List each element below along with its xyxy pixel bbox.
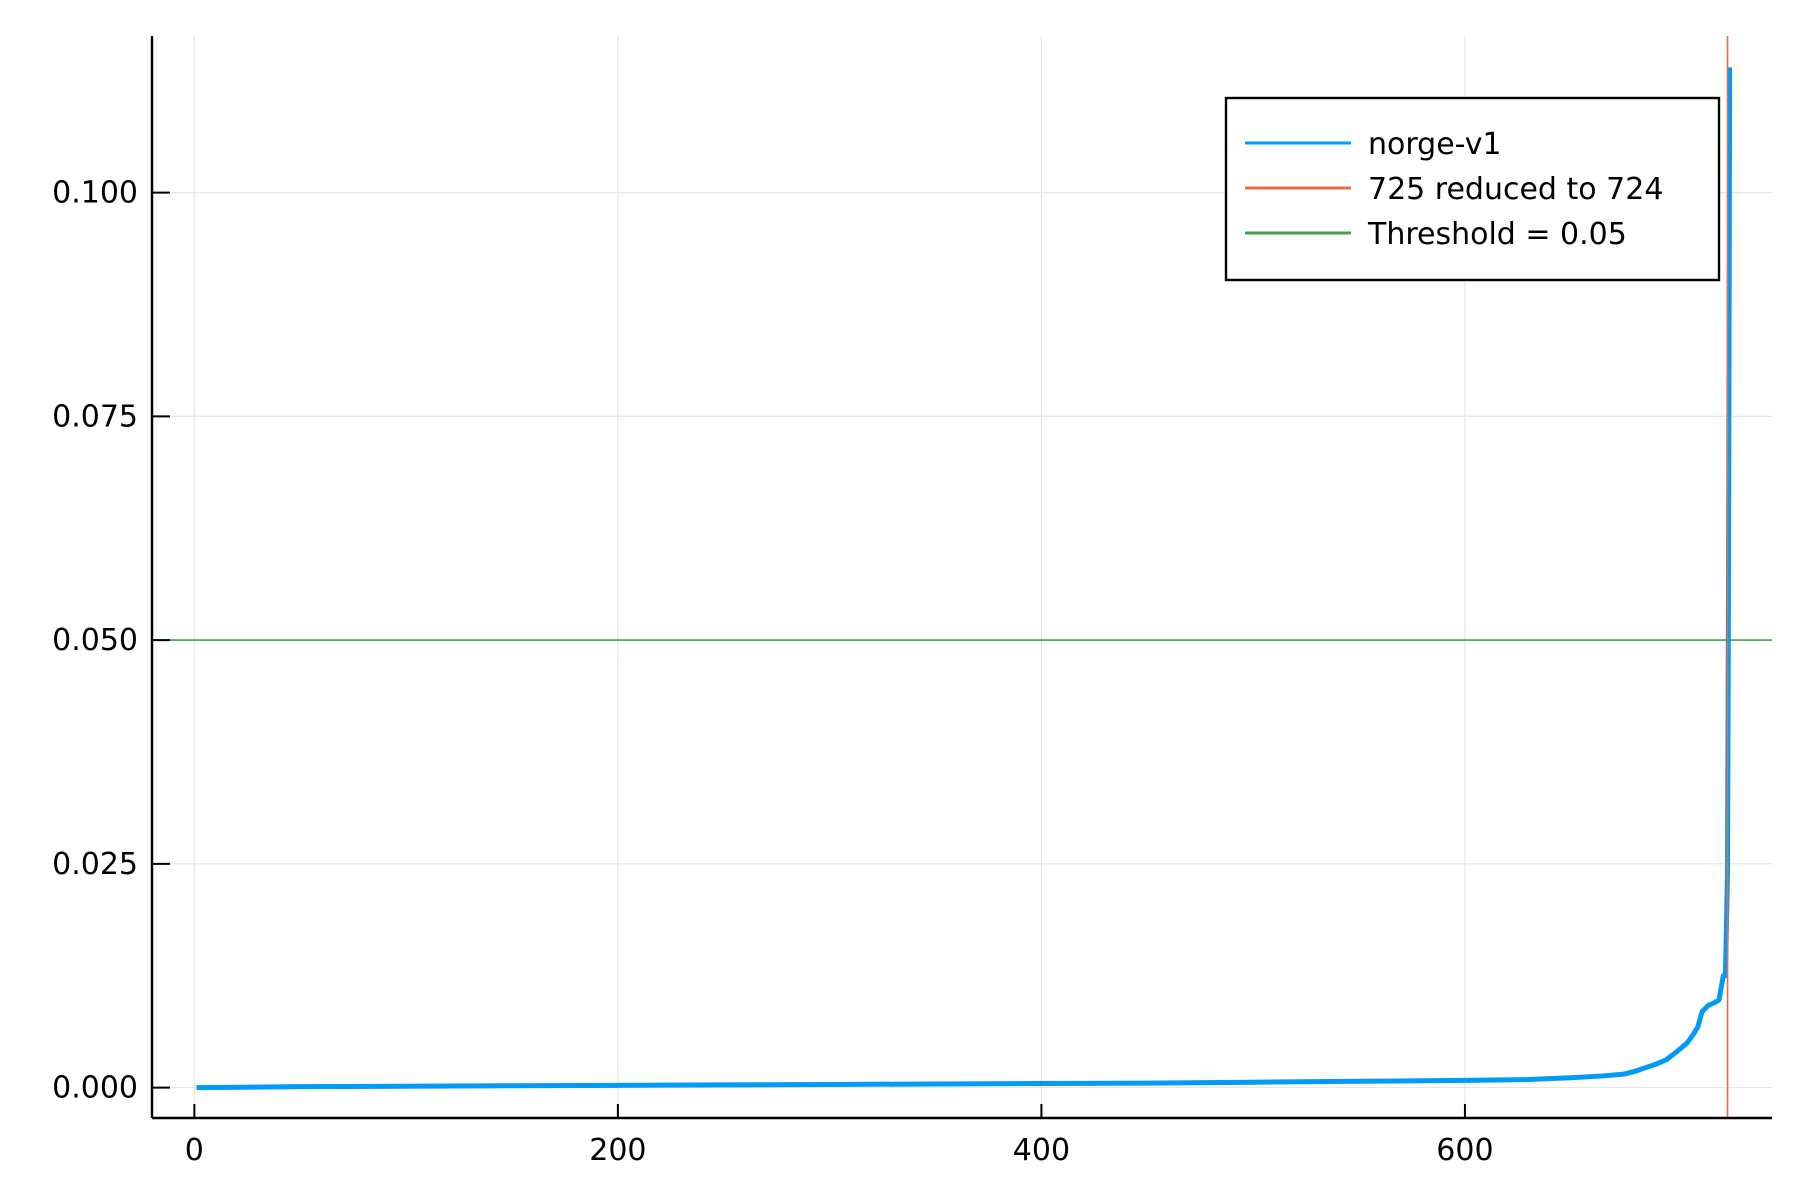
x-tick-label-600: 600 [1436,1133,1493,1168]
plot-area [152,36,1772,1118]
legend: norge-v1 725 reduced to 724 Threshold = 0.… [1224,96,1721,282]
y-tick-label-0.100: 0.100 [52,176,138,211]
series-line-norge-v1 [196,67,1733,1091]
x-tick-label-200: 200 [589,1133,646,1168]
legend-label-1: norge-v1 [1368,127,1502,162]
axes: 0 200 400 600 0.000 0.025 0.050 0.075 0.100 [52,36,1772,1168]
y-tick-label-0.050: 0.050 [52,623,138,658]
y-tick-label-0.075: 0.075 [52,399,138,434]
legend-label-3: Threshold = 0.05 [1367,217,1627,252]
legend-label-2: 725 reduced to 724 [1368,172,1663,207]
y-tick-label-0.025: 0.025 [52,847,138,882]
y-tick-label-0.000: 0.000 [52,1071,138,1106]
x-tick-label-0: 0 [185,1133,204,1168]
x-tick-label-400: 400 [1013,1133,1070,1168]
